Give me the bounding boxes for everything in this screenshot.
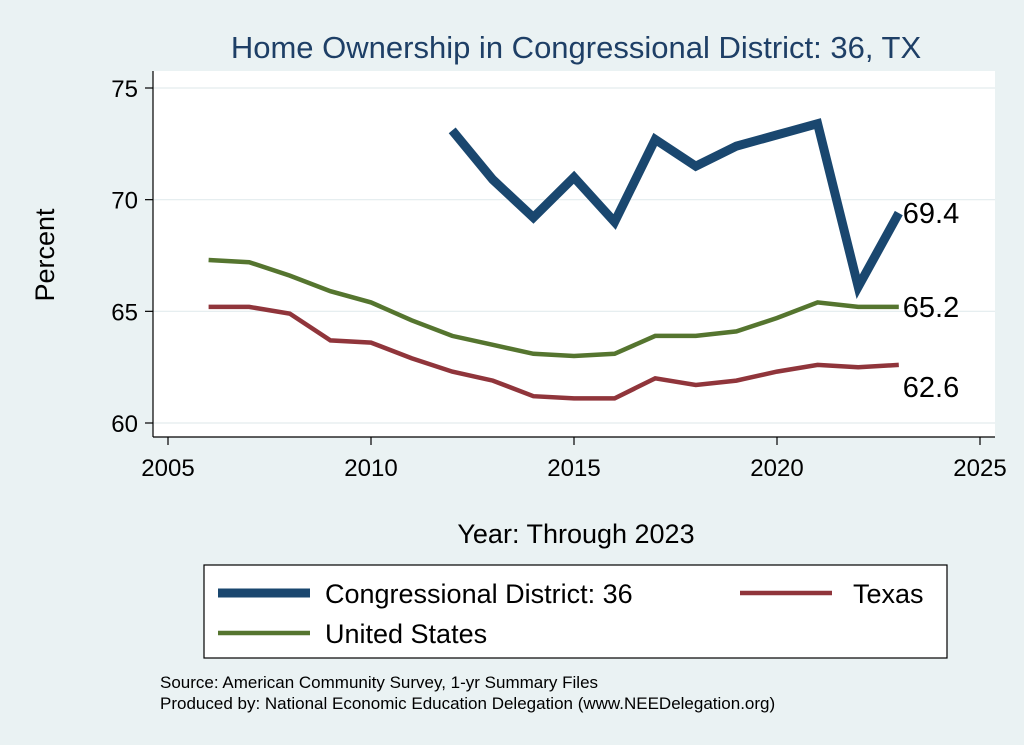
y-tick-label: 65: [111, 299, 138, 326]
grid: [153, 87, 995, 424]
series-line: [208, 304, 899, 401]
series-line: [448, 118, 903, 300]
source-note: Source: American Community Survey, 1-yr …: [160, 673, 598, 692]
x-tick-label: 2005: [141, 455, 194, 482]
plot-area: [153, 71, 995, 437]
legend-label: United States: [325, 619, 487, 649]
chart-title: Home Ownership in Congressional District…: [231, 30, 922, 65]
legend-label: Texas: [853, 579, 924, 609]
legend-label: Congressional District: 36: [325, 579, 633, 609]
end-value-label: 62.6: [903, 372, 959, 404]
x-tick-label: 2020: [750, 455, 803, 482]
producer-note: Produced by: National Economic Education…: [160, 694, 775, 713]
end-value-label: 65.2: [903, 292, 959, 324]
series: [208, 118, 903, 401]
x-tick-label: 2025: [953, 455, 1006, 482]
y-axis-title: Percent: [30, 208, 60, 302]
legend: [203, 564, 948, 659]
x-axis-title: Year: Through 2023: [457, 519, 694, 549]
legend-entries: Congressional District: 36 Texas United St…: [218, 579, 924, 649]
y-tick-label: 60: [111, 411, 138, 438]
x-tick-label: 2010: [344, 455, 397, 482]
x-tick-label: 2015: [547, 455, 600, 482]
ticks: 60 65 70 75 2005 2010 2015 2020 2025: [111, 76, 1006, 482]
y-tick-label: 75: [111, 76, 138, 103]
y-tick-label: 70: [111, 188, 138, 215]
end-value-label: 69.4: [903, 198, 959, 230]
series-line: [208, 257, 899, 359]
end-labels: 69.4 62.6 65.2: [903, 198, 959, 404]
